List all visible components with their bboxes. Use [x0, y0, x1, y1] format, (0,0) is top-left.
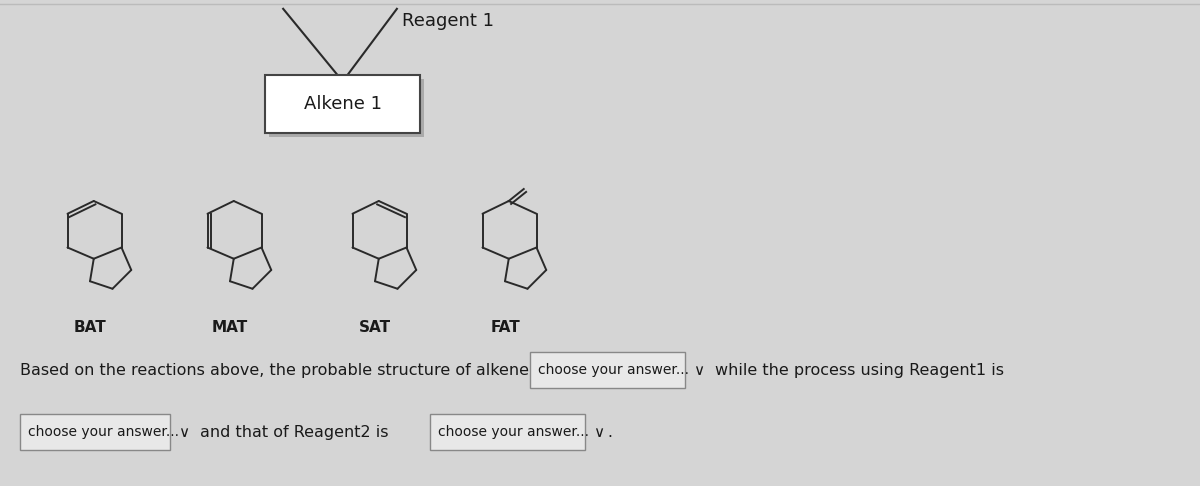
Bar [265, 75, 420, 133]
Text: BAT: BAT [73, 320, 107, 335]
Text: ∨: ∨ [593, 424, 604, 439]
Bar [530, 352, 685, 388]
Text: choose your answer...: choose your answer... [28, 425, 179, 439]
Bar [269, 79, 424, 137]
Text: ∨: ∨ [178, 424, 190, 439]
Text: while the process using Reagent1 is: while the process using Reagent1 is [715, 363, 1004, 378]
Bar [20, 414, 170, 450]
Text: and that of Reagent2 is: and that of Reagent2 is [200, 424, 389, 439]
Text: MAT: MAT [212, 320, 248, 335]
Text: .: . [607, 424, 612, 439]
Text: choose your answer...: choose your answer... [538, 363, 689, 377]
Bar [430, 414, 586, 450]
Text: FAT: FAT [490, 320, 520, 335]
Text: SAT: SAT [359, 320, 391, 335]
Text: Based on the reactions above, the probable structure of alkene 1 is: Based on the reactions above, the probab… [20, 363, 563, 378]
Text: Reagent 1: Reagent 1 [402, 12, 494, 30]
Text: ∨: ∨ [694, 363, 704, 378]
Text: choose your answer...: choose your answer... [438, 425, 589, 439]
Text: Alkene 1: Alkene 1 [304, 95, 382, 113]
